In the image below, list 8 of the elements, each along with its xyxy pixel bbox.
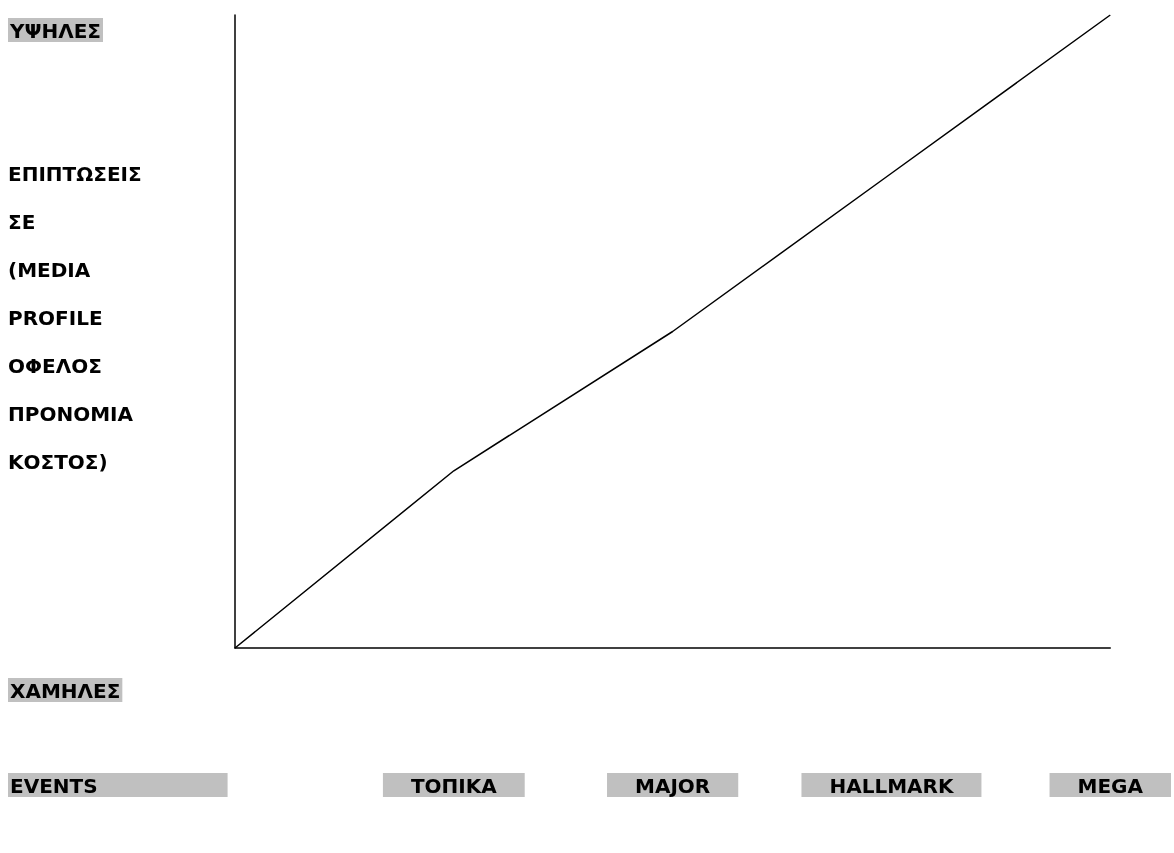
text: ΧΑΜΗΛΕΣ xyxy=(10,679,121,703)
text: ΕΠΙΠΤΩΣΕΙΣ ΣΕ (MEDIA PROFILE ΟΦΕΛΟΣ ΠΡΟΝΟΜΙΑ ΚΟΣΤΟΣ) xyxy=(8,162,142,474)
x-tick-label: MAJOR xyxy=(635,774,711,798)
x-tick-label: ΤΟΠΙΚΑ xyxy=(410,774,498,798)
x-tick-label: MEGA xyxy=(1077,774,1144,798)
text: EVENTS xyxy=(10,774,98,798)
x-tick-label: HALLMARK xyxy=(829,774,955,798)
text: ΥΨΗΛΕΣ xyxy=(9,19,102,43)
